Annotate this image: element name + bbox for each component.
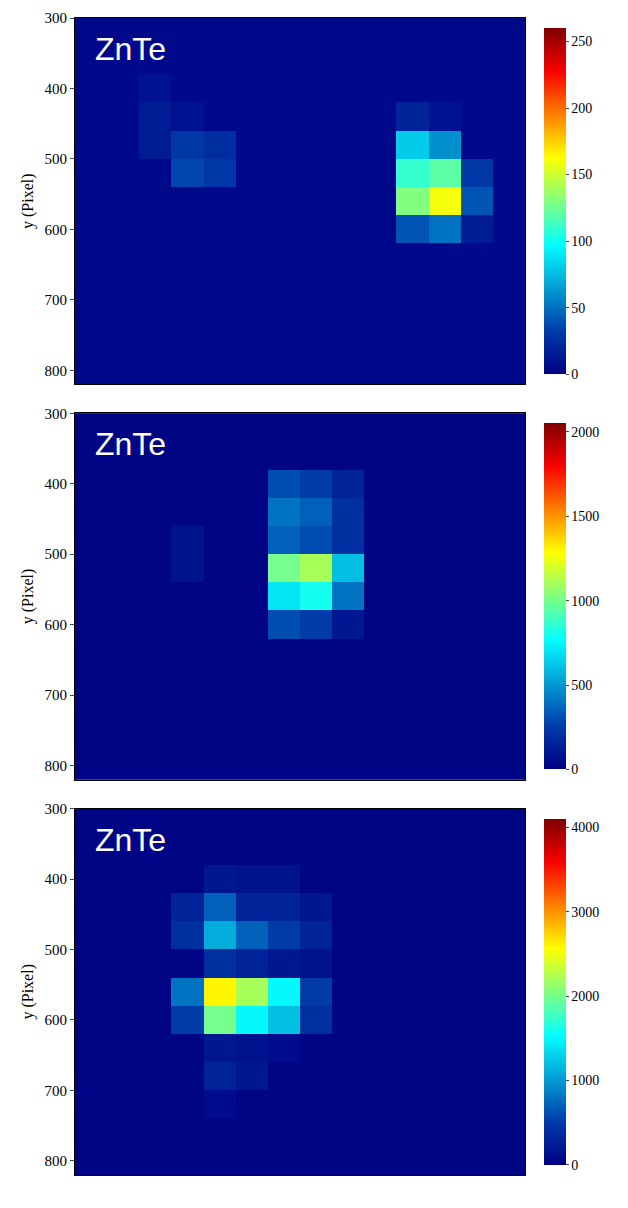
svg-text:2000: 2000 bbox=[571, 425, 599, 440]
svg-text:300: 300 bbox=[45, 801, 68, 817]
svg-text:3000: 3000 bbox=[571, 905, 599, 920]
svg-text:4000: 4000 bbox=[571, 820, 599, 835]
svg-text:0: 0 bbox=[571, 762, 578, 777]
svg-text:400: 400 bbox=[45, 476, 68, 492]
svg-text:1500: 1500 bbox=[571, 509, 599, 524]
svg-text:500: 500 bbox=[45, 151, 68, 167]
svg-text:800: 800 bbox=[45, 363, 68, 379]
svg-text:500: 500 bbox=[45, 546, 68, 562]
svg-text:600: 600 bbox=[45, 1012, 68, 1028]
svg-text:1000: 1000 bbox=[571, 1073, 599, 1088]
svg-text:500: 500 bbox=[571, 678, 592, 693]
svg-text:800: 800 bbox=[45, 1153, 68, 1169]
svg-text:700: 700 bbox=[45, 687, 68, 703]
svg-text:150: 150 bbox=[571, 167, 592, 182]
svg-text:y (Pixel): y (Pixel) bbox=[19, 173, 37, 229]
svg-text:600: 600 bbox=[45, 617, 68, 633]
svg-text:700: 700 bbox=[45, 1083, 68, 1099]
svg-text:300: 300 bbox=[45, 10, 68, 26]
svg-text:ZnTe: ZnTe bbox=[95, 822, 166, 858]
svg-text:1000: 1000 bbox=[571, 594, 599, 609]
svg-text:y (Pixel): y (Pixel) bbox=[19, 569, 37, 625]
svg-text:200: 200 bbox=[571, 101, 592, 116]
svg-text:500: 500 bbox=[45, 942, 68, 958]
svg-text:250: 250 bbox=[571, 34, 592, 49]
svg-text:0: 0 bbox=[571, 1158, 578, 1173]
svg-text:400: 400 bbox=[45, 871, 68, 887]
svg-text:800: 800 bbox=[45, 758, 68, 774]
svg-text:50: 50 bbox=[571, 301, 585, 316]
svg-text:2000: 2000 bbox=[571, 989, 599, 1004]
svg-text:400: 400 bbox=[45, 81, 68, 97]
svg-text:ZnTe: ZnTe bbox=[95, 426, 166, 462]
svg-text:600: 600 bbox=[45, 222, 68, 238]
svg-text:100: 100 bbox=[571, 234, 592, 249]
svg-text:700: 700 bbox=[45, 292, 68, 308]
svg-text:y (Pixel): y (Pixel) bbox=[19, 964, 37, 1020]
svg-text:ZnTe: ZnTe bbox=[95, 31, 166, 67]
svg-text:300: 300 bbox=[45, 406, 68, 422]
svg-text:0: 0 bbox=[571, 367, 578, 382]
